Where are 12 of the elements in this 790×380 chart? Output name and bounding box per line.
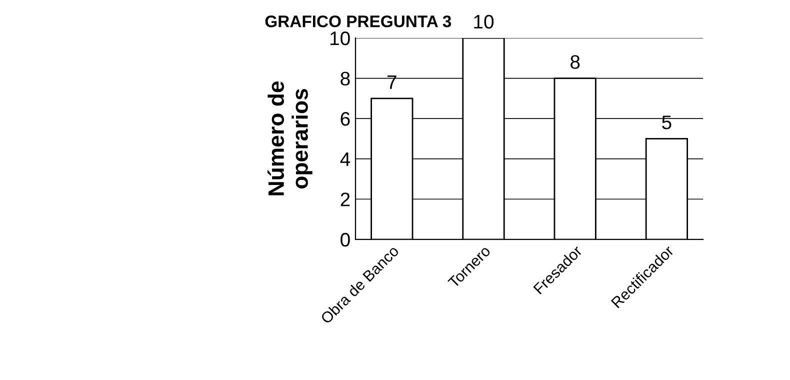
data-label: 8 bbox=[570, 55, 580, 69]
y-axis-title: Número de operarios bbox=[268, 81, 312, 196]
chart-title: GRAFICO PREGUNTA 3 bbox=[265, 15, 452, 28]
data-label: 10 bbox=[474, 14, 494, 29]
y-tick-label: 0 bbox=[340, 232, 350, 247]
data-label: 7 bbox=[388, 75, 396, 89]
y-tick-label: 4 bbox=[340, 152, 350, 166]
y-tick-label: 8 bbox=[340, 72, 350, 86]
y-tick-label: 6 bbox=[340, 112, 350, 126]
y-tick-label: 2 bbox=[340, 192, 350, 206]
data-label: 5 bbox=[662, 116, 672, 130]
y-tick-label: 10 bbox=[330, 31, 350, 46]
